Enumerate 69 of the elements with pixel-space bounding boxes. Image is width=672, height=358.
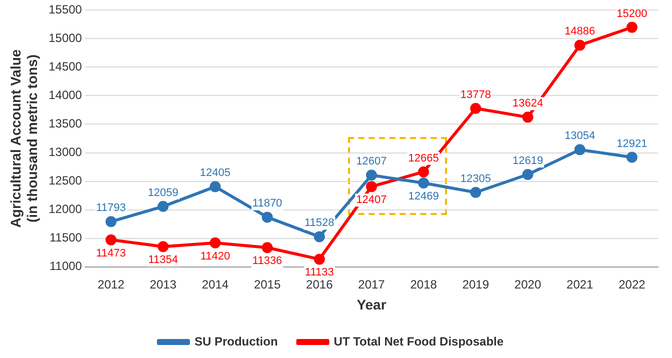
data-label: 11336: [252, 255, 282, 268]
data-label: 11528: [304, 217, 334, 230]
legend-label: SU Production: [194, 334, 278, 348]
data-label: 11870: [252, 198, 282, 210]
point: [262, 212, 273, 223]
x-tick-label: 2016: [306, 277, 334, 292]
y-axis-title: Agricultural Account Value (in thousand metric tons): [7, 49, 40, 228]
y-tick-label: 12000: [48, 202, 82, 216]
x-tick-label: 2020: [514, 277, 542, 292]
point: [418, 166, 430, 178]
point: [210, 237, 221, 248]
x-tick-label: 2018: [410, 277, 438, 292]
point: [574, 144, 586, 156]
point: [158, 241, 169, 252]
x-tick-label: 2013: [150, 277, 177, 292]
point: [158, 200, 169, 212]
data-label: 11473: [96, 247, 126, 260]
point: [574, 40, 586, 51]
data-label: 13054: [564, 130, 596, 142]
data-label: 12059: [148, 186, 178, 199]
point: [470, 186, 482, 198]
y-tick-label: 11000: [49, 259, 82, 274]
point: [366, 181, 377, 192]
y-tick-label: 13500: [48, 116, 82, 131]
point: [106, 234, 117, 246]
x-tick-label: 2015: [254, 277, 281, 292]
y-tick-label: 15000: [48, 31, 82, 46]
data-label: 11420: [200, 250, 230, 262]
point: [522, 168, 534, 180]
y-tick-label: 12500: [48, 174, 82, 188]
data-label: 12921: [616, 138, 648, 150]
x-axis-title: Year: [356, 296, 387, 312]
x-tick-label: 2021: [566, 277, 594, 292]
point: [314, 231, 325, 242]
data-label: 11354: [148, 254, 178, 266]
point: [210, 181, 221, 192]
point: [366, 170, 377, 181]
data-label: 14886: [564, 26, 596, 38]
data-label: 11133: [304, 266, 334, 279]
data-label: 13624: [512, 98, 544, 110]
point: [262, 242, 273, 254]
x-tick-label: 2014: [202, 277, 229, 292]
point: [418, 178, 430, 189]
x-tick-label: 2012: [98, 277, 125, 292]
y-tick-label: 14500: [48, 60, 82, 74]
data-label: 13778: [460, 88, 491, 101]
y-tick-label: 11500: [49, 230, 82, 245]
data-label: 12305: [460, 172, 491, 185]
data-label: 12405: [200, 167, 230, 180]
legend-label: UT Total Net Food Disposable: [334, 334, 504, 348]
y-tick-label: 14000: [48, 88, 82, 102]
point: [314, 254, 325, 265]
data-label: 15200: [616, 8, 648, 20]
y-tick-label: 13000: [48, 145, 82, 160]
point: [626, 152, 638, 163]
point: [470, 102, 482, 114]
data-label: 12407: [356, 194, 387, 206]
x-tick-label: 2022: [618, 277, 646, 292]
data-label: 12469: [408, 190, 439, 203]
data-label: 12619: [512, 155, 544, 168]
x-tick-label: 2019: [462, 277, 490, 292]
point: [626, 22, 638, 33]
y-tick-label: 15500: [48, 2, 82, 17]
point: [106, 216, 117, 228]
data-label: 11793: [96, 202, 126, 214]
data-label: 12665: [408, 152, 439, 164]
x-tick-label: 2017: [358, 277, 386, 292]
point: [522, 112, 534, 123]
data-label: 12607: [356, 156, 387, 168]
